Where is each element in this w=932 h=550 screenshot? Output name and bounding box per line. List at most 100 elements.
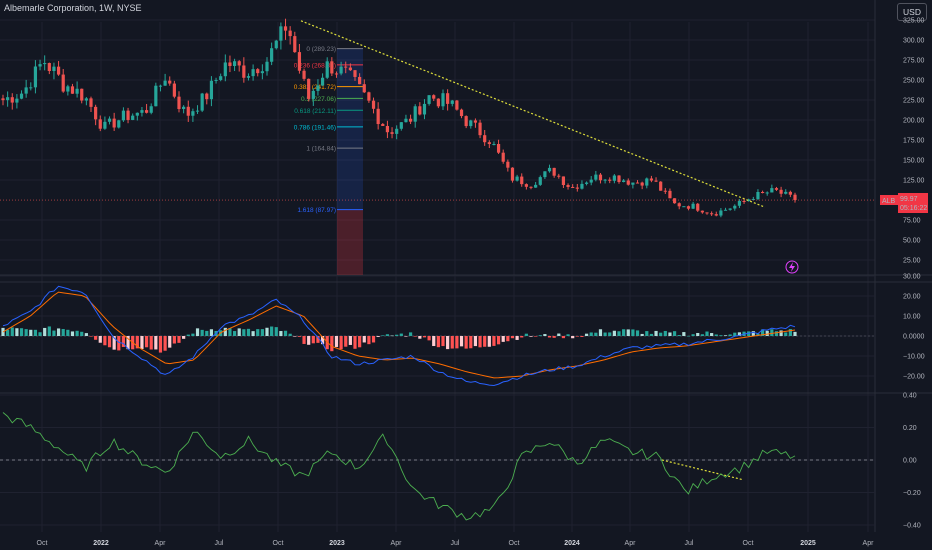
fibonacci-retracement[interactable]: 0.236 (268.88) 0 (289.23) 0.382 (241.72) 0.… (294, 46, 363, 275)
macd-histogram-bar (654, 330, 658, 336)
macd-histogram-bar (631, 329, 635, 336)
price-axis-label: 250.00 (903, 78, 925, 85)
price-axis-label: 325.00 (903, 18, 925, 25)
macd-histogram-bar (228, 328, 232, 336)
candle-body (617, 175, 621, 183)
candle-body (334, 73, 339, 75)
candle-body (1, 98, 5, 101)
candle-body (603, 179, 607, 181)
candle-body (774, 188, 779, 190)
macd-histogram-bar (450, 336, 454, 349)
time-axis-label: Jul (451, 540, 460, 547)
time-axis-label: Apr (391, 540, 403, 547)
candle-body (339, 66, 343, 74)
fib-level-label: 0.618 (212.11) (294, 108, 336, 115)
candle-body (408, 118, 413, 122)
candle-body (200, 93, 204, 111)
fib-extension-zone (337, 209, 363, 275)
macd-histogram-bar (6, 329, 10, 336)
macd-histogram-bar (728, 334, 732, 336)
time-axis-label: 2024 (564, 540, 580, 547)
candle-body (302, 70, 306, 79)
candle-body (575, 187, 579, 189)
candle-body (450, 100, 454, 104)
candle-body (121, 110, 126, 121)
candle-body (6, 97, 10, 101)
macd-histogram-bar (432, 336, 436, 347)
candle-body (459, 109, 464, 117)
macd-histogram-bar (52, 330, 56, 336)
time-axis-label: Apr (155, 540, 167, 547)
price-axis-label: 275.00 (903, 58, 925, 65)
candle-body (714, 214, 718, 216)
candle-body (144, 110, 149, 113)
macd-histogram-bar (339, 336, 343, 350)
macd-histogram-bar (733, 332, 737, 336)
price-axis-label: 225.00 (903, 98, 925, 105)
macd-histogram-bar (478, 336, 482, 348)
candle-body (228, 62, 232, 67)
macd-histogram-bar (302, 336, 306, 344)
price-axis-label: 25.00 (903, 258, 921, 265)
candle-body (117, 120, 121, 128)
candle-body (543, 171, 547, 178)
macd-histogram-bar (200, 329, 204, 336)
macd-histogram-bar (242, 329, 246, 336)
macd-histogram-bar (617, 331, 621, 336)
candle-body (191, 111, 195, 116)
macd-histogram-bar (353, 336, 357, 349)
macd-histogram-bar (121, 336, 126, 347)
macd-histogram-bar (348, 336, 352, 345)
candle-body (182, 106, 186, 110)
candle-body (274, 40, 278, 49)
currency-button[interactable]: USD (897, 3, 927, 21)
osc-trendline (661, 459, 743, 481)
candle-body (84, 98, 88, 101)
macd-histogram-bar (774, 331, 779, 336)
macd-histogram-bar (371, 336, 376, 343)
candle-body (728, 208, 732, 210)
candle-body (557, 175, 561, 177)
candle-body (24, 87, 28, 94)
macd-histogram-bar (506, 336, 510, 342)
candle-body (376, 108, 380, 125)
candle-body (89, 98, 93, 107)
macd-histogram-bar (547, 336, 552, 338)
price-axis-label: 125.00 (903, 178, 925, 185)
macd-axis-label: 30.00 (903, 274, 921, 281)
macd-histogram-bar (751, 331, 755, 336)
candle-body (710, 213, 714, 215)
macd-histogram-bar (459, 336, 464, 347)
macd-histogram-bar (80, 331, 84, 336)
candle-body (483, 135, 487, 143)
osc-axis-label: 0.00 (903, 458, 917, 465)
fib-zone (337, 48, 363, 210)
macd-histogram-bar (10, 327, 14, 336)
candle-body (112, 118, 116, 128)
candle-body (742, 200, 746, 202)
candle-body (436, 98, 440, 107)
candle-body (219, 76, 223, 80)
macd-histogram-bar (622, 329, 626, 336)
macd-histogram-bar (608, 332, 612, 336)
candle-body (520, 176, 524, 185)
candle-body (362, 84, 366, 93)
macd-histogram-bar (779, 330, 783, 336)
candle-body (501, 152, 505, 162)
macd-histogram-bar (172, 336, 176, 344)
macd-histogram-bar (784, 332, 788, 336)
candle-body (659, 181, 663, 191)
macd-histogram-bar (612, 330, 616, 336)
macd-histogram-bar (566, 334, 570, 336)
candle-body (177, 96, 181, 110)
candle-body (38, 64, 42, 67)
trendlines[interactable] (300, 20, 766, 481)
candle-body (640, 182, 644, 186)
price-trendline (300, 20, 766, 208)
candlestick-series (0, 18, 875, 218)
macd-histogram-bar (251, 331, 255, 336)
macd-axis-label: 0.0000 (903, 334, 925, 341)
macd-axis-label: −10.00 (903, 354, 925, 361)
lightning-icon[interactable] (785, 260, 799, 274)
